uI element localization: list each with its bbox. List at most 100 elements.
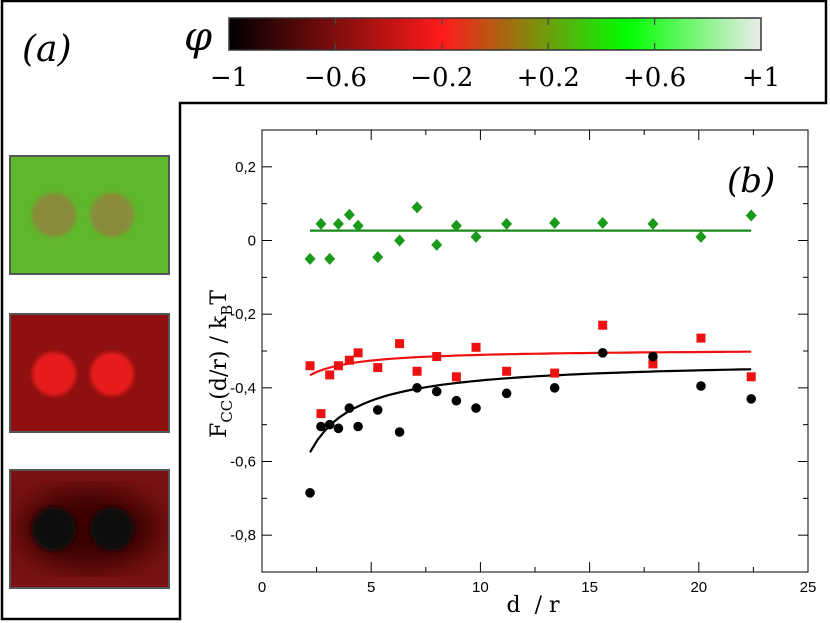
- panel-b-label: (b): [727, 161, 775, 201]
- y-label-sub-b: B: [218, 305, 236, 316]
- snapshot-disk: [32, 193, 76, 237]
- point-diamond: [470, 230, 482, 243]
- y-tick-label: -0,2: [230, 306, 256, 323]
- point-square: [353, 348, 363, 358]
- snapshot-disk: [90, 507, 134, 551]
- colorbar-tick-label: +0.2: [517, 63, 580, 93]
- point-diamond: [315, 217, 327, 230]
- x-tick-label: 0: [258, 579, 266, 596]
- point-circle: [353, 421, 363, 432]
- y-label-sub-cc: CC: [218, 400, 236, 423]
- y-axis-label: FCC(d/r) / kBT: [207, 290, 236, 438]
- colorbar-tick-label: +1: [742, 63, 780, 93]
- point-square: [373, 363, 383, 373]
- x-tick-label: 10: [472, 579, 489, 596]
- point-diamond: [304, 252, 316, 265]
- colorbar-tick-label: −0.2: [410, 63, 473, 93]
- snapshot-border: [9, 469, 170, 589]
- point-circle: [305, 488, 315, 498]
- x-tick-label: 15: [581, 579, 598, 596]
- snapshot-green-phase: [9, 155, 170, 275]
- point-square: [432, 352, 442, 362]
- point-circle: [344, 403, 355, 413]
- point-circle: [324, 419, 335, 430]
- panel-a-label: (a): [22, 29, 72, 70]
- snapshot-disk: [90, 193, 134, 237]
- point-circle: [316, 421, 326, 432]
- point-diamond: [597, 216, 609, 229]
- point-diamond: [372, 251, 384, 264]
- point-circle: [471, 403, 481, 413]
- point-square: [471, 342, 481, 352]
- snapshot-disk: [32, 352, 76, 396]
- fit-curves: [309, 229, 752, 453]
- point-circle: [696, 381, 706, 391]
- x-tick-label: 20: [690, 579, 707, 596]
- point-diamond: [431, 238, 443, 251]
- point-circle: [501, 388, 512, 399]
- y-label-mid: (d/r) / k: [207, 315, 232, 400]
- point-circle: [451, 395, 462, 406]
- point-square: [502, 366, 512, 376]
- snapshot-disk: [32, 507, 76, 551]
- y-tick-label: -0,6: [230, 454, 256, 471]
- point-square: [696, 333, 706, 343]
- point-diamond: [549, 216, 561, 229]
- colorbar-symbol: φ: [184, 14, 212, 60]
- y-label-t: T: [207, 290, 232, 305]
- y-tick-label: 0: [248, 233, 256, 250]
- point-diamond: [450, 219, 462, 232]
- point-diamond: [647, 217, 659, 230]
- point-square: [746, 372, 756, 382]
- colorbar-tick-labels: −1 −0.6 −0.2 +0.2 +0.6 +1: [210, 63, 780, 93]
- colorbar-ticks: [228, 18, 762, 50]
- colorbar-tick-label: −0.6: [304, 63, 367, 93]
- point-square: [305, 361, 315, 371]
- x-tick-label: 25: [800, 579, 817, 596]
- point-circle: [648, 351, 658, 362]
- point-circle: [549, 383, 560, 393]
- snapshot-dark-phase: [9, 469, 170, 589]
- fit-curve-2: [309, 368, 752, 453]
- y-tick-label: -0,4: [230, 380, 256, 397]
- colorbar-tick-label: +0.6: [623, 63, 686, 93]
- snapshot-red-phase: [9, 313, 170, 433]
- y-tick-label: -0,8: [230, 527, 256, 544]
- snapshot-disk: [90, 352, 134, 396]
- fit-curve-1: [309, 350, 752, 377]
- point-square: [316, 409, 326, 419]
- data-markers: [304, 201, 757, 498]
- point-diamond: [343, 208, 355, 221]
- plot-b: 0 5 10 15 20 25 0,2 0 -0,2 -0,4 -0,6 -0,8 (b) d / …: [207, 129, 817, 618]
- point-circle: [597, 348, 608, 358]
- snapshot-panels: [9, 155, 170, 589]
- point-diamond: [332, 217, 344, 230]
- colorbar-gradient: [228, 17, 762, 51]
- point-diamond: [745, 209, 757, 222]
- point-square: [412, 366, 422, 376]
- point-diamond: [352, 219, 364, 232]
- x-tick-label: 5: [367, 579, 375, 596]
- point-square: [648, 359, 658, 369]
- point-square: [550, 368, 560, 378]
- point-square: [451, 372, 461, 382]
- point-square: [395, 339, 405, 349]
- colorbar: φ −1 −0.6 −0.2 +0.2 +0.6 +1: [184, 14, 780, 93]
- x-axis-label: d / r: [507, 593, 560, 618]
- x-axis-ticks: 0 5 10 15 20 25: [258, 130, 817, 596]
- point-diamond: [411, 201, 423, 214]
- point-circle: [431, 386, 442, 397]
- point-square: [333, 361, 343, 371]
- y-label-f: F: [207, 423, 232, 438]
- snapshot-border: [9, 313, 170, 433]
- point-diamond: [695, 230, 707, 243]
- point-square: [598, 320, 608, 330]
- point-circle: [333, 423, 344, 434]
- point-square: [344, 355, 354, 365]
- point-diamond: [324, 252, 336, 265]
- point-circle: [412, 383, 422, 393]
- y-axis-ticks: 0,2 0 -0,2 -0,4 -0,6 -0,8: [230, 159, 808, 544]
- snapshot-border: [9, 155, 170, 275]
